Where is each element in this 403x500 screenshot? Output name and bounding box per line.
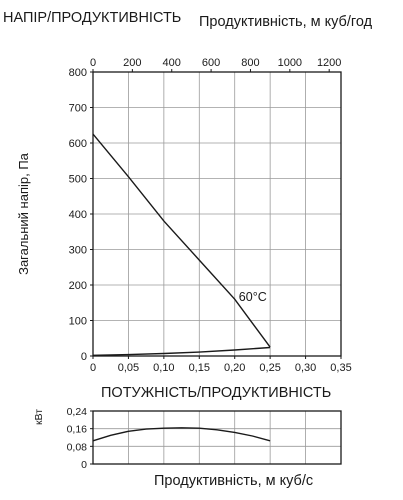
y-tick-label: 500 — [69, 174, 87, 186]
power-curve — [92, 427, 271, 442]
bottom-axis-title: Продуктивність, м куб/с — [154, 473, 313, 489]
top-tick-label: 800 — [241, 57, 259, 69]
upper-y-axis-label: Загальний напір, Па — [16, 152, 31, 275]
y-tick-label: 200 — [69, 280, 87, 292]
x-tick-label: 0,10 — [153, 362, 174, 374]
upper-x-axis-ticks: 0 0,05 0,10 0,15 0,20 0,25 0,30 0,35 — [90, 356, 352, 374]
y-tick-label: 0,24 — [67, 406, 88, 418]
y-tick-label: 0 — [81, 459, 87, 471]
chart-main-title: НАПІР/ПРОДУКТИВНІСТЬ — [3, 10, 181, 26]
top-axis-title: Продуктивність, м куб/год — [199, 14, 373, 30]
y-tick-label: 300 — [69, 245, 87, 257]
top-tick-label: 200 — [123, 57, 141, 69]
y-tick-label: 0,16 — [67, 424, 88, 436]
y-tick-label: 600 — [69, 138, 87, 150]
top-x-axis-ticks: 0 200 400 600 800 1000 1200 — [90, 57, 341, 72]
top-tick-label: 600 — [202, 57, 220, 69]
y-tick-label: 800 — [69, 67, 87, 79]
upper-grid — [93, 72, 341, 356]
x-tick-label: 0,20 — [224, 362, 245, 374]
x-tick-label: 0 — [90, 362, 96, 374]
lower-y-axis-label: кВт — [33, 409, 45, 425]
upper-y-axis-ticks: 0 100 200 300 400 500 600 700 800 — [69, 67, 93, 363]
y-tick-label: 700 — [69, 103, 87, 115]
lower-chart-frame — [92, 410, 342, 465]
x-tick-label: 0,15 — [189, 362, 210, 374]
x-tick-label: 0,35 — [330, 362, 351, 374]
y-tick-label: 0,08 — [67, 441, 88, 453]
x-tick-label: 0,30 — [295, 362, 316, 374]
lower-pressure-curve — [92, 346, 271, 356]
curve-annotation-label: 60°C — [239, 290, 267, 304]
lower-frame-rect — [92, 410, 342, 465]
top-tick-label: 400 — [163, 57, 181, 69]
upper-annotations: 60°C — [239, 290, 267, 304]
lower-grid — [93, 411, 341, 464]
y-tick-label: 400 — [69, 209, 87, 221]
x-tick-label: 0,05 — [118, 362, 139, 374]
top-tick-label: 1000 — [278, 57, 302, 69]
power-title: ПОТУЖНІСТЬ/ПРОДУКТИВНІСТЬ — [101, 385, 331, 401]
top-tick-label: 1200 — [317, 57, 341, 69]
pressure-curve-60c — [92, 133, 271, 348]
y-tick-label: 100 — [69, 316, 87, 328]
lower-y-axis-ticks: 0 0,08 0,16 0,24 — [67, 406, 93, 471]
upper-series — [92, 133, 271, 356]
lower-series — [92, 427, 271, 442]
y-tick-label: 0 — [81, 351, 87, 363]
top-tick-label: 0 — [90, 57, 96, 69]
x-tick-label: 0,25 — [259, 362, 280, 374]
